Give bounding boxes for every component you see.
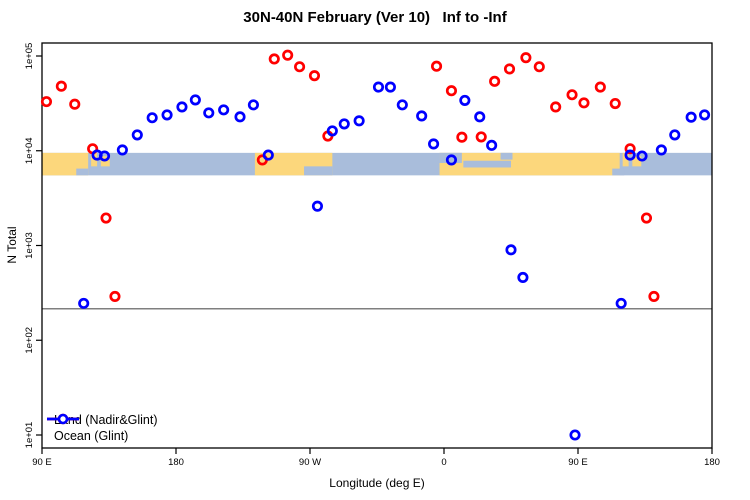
map-band-ocean-patch — [612, 168, 625, 176]
map-band-land — [439, 152, 620, 176]
map-band-ocean-patch — [500, 152, 513, 160]
ocean-data-point — [699, 109, 711, 121]
land-data-point — [503, 63, 516, 75]
ocean-data-point — [234, 111, 246, 123]
ocean-data-point — [636, 150, 648, 162]
x-tick-label: 180 — [704, 457, 720, 468]
land-data-point — [648, 290, 660, 302]
land-data-point — [609, 97, 621, 110]
land-data-point — [640, 212, 653, 224]
land-data-point — [282, 49, 294, 61]
ocean-data-point — [338, 118, 350, 130]
ocean-data-point — [384, 81, 396, 93]
land-data-point — [475, 131, 487, 143]
ocean-data-point — [459, 94, 471, 106]
land-data-point — [578, 97, 590, 109]
land-data-point — [456, 131, 468, 143]
ocean-data-point — [655, 144, 667, 156]
y-tick-label: 1e+04 — [24, 137, 35, 164]
land-data-point — [268, 53, 280, 65]
y-tick-label: 1e+05 — [24, 43, 35, 70]
ocean-data-point — [161, 109, 173, 121]
ocean-data-point — [396, 99, 408, 111]
ocean-data-point — [203, 107, 215, 119]
land-data-point — [533, 61, 545, 73]
ocean-data-point — [353, 115, 365, 127]
legend: Land (Nadir&Glint) Ocean (Glint) — [46, 412, 158, 444]
land-data-point — [40, 96, 53, 108]
legend-label-ocean: Ocean (Glint) — [54, 429, 129, 443]
land-data-point — [431, 60, 443, 72]
map-band-land — [622, 152, 629, 167]
ocean-data-point — [146, 112, 158, 124]
ocean-data-point — [326, 125, 338, 137]
ocean-data-point — [445, 154, 457, 166]
ocean-data-point — [428, 138, 440, 150]
x-tick-label: 90 W — [299, 457, 321, 468]
x-tick-label: 90 E — [568, 457, 588, 468]
legend-item-ocean: Ocean (Glint) — [46, 413, 158, 444]
ocean-data-point — [98, 150, 111, 162]
land-data-point — [55, 80, 67, 92]
y-tick-label: 1e+03 — [24, 232, 35, 259]
ocean-data-point — [517, 271, 529, 284]
ocean-data-point — [685, 111, 697, 123]
land-data-point — [445, 85, 457, 97]
land-data-point — [308, 70, 321, 82]
ocean-data-point — [569, 429, 581, 441]
ocean-data-point — [615, 297, 627, 309]
ocean-data-point — [116, 144, 128, 156]
ocean-data-point — [78, 297, 90, 309]
ocean-legend-marker-icon — [47, 413, 79, 425]
land-data-point — [566, 89, 578, 101]
ocean-data-point — [262, 149, 274, 161]
y-tick-label: 1e+02 — [24, 327, 35, 354]
legend-label-land: Land (Nadir&Glint) — [54, 413, 158, 427]
land-data-point — [520, 52, 532, 64]
x-tick-label: 0 — [441, 457, 446, 468]
ocean-data-point — [176, 101, 188, 113]
ocean-data-point — [505, 244, 517, 256]
x-axis-label: Longitude (deg E) — [329, 476, 425, 490]
ocean-data-point — [311, 200, 323, 212]
land-data-point — [594, 81, 606, 93]
map-band-ocean-patch — [76, 168, 89, 176]
ocean-data-point — [624, 149, 636, 161]
ocean-data-point — [669, 129, 681, 141]
land-data-point — [109, 290, 121, 302]
ocean-data-point — [372, 81, 385, 93]
ocean-data-point — [474, 111, 486, 123]
land-data-point — [294, 61, 306, 73]
map-band-land — [632, 156, 642, 167]
map-band-ocean-patch — [304, 166, 333, 176]
chart-title: 30N-40N February (Ver 10) Inf to -Inf — [243, 9, 507, 26]
map-band-ocean-patch — [463, 160, 511, 168]
ocean-data-point — [189, 94, 201, 106]
ocean-data-point — [131, 129, 143, 141]
map-band-ocean-patch — [439, 152, 462, 163]
x-tick-label: 180 — [168, 457, 184, 468]
land-data-point — [69, 98, 81, 110]
land-data-point — [489, 75, 501, 87]
ocean-data-point — [486, 139, 498, 151]
land-data-point — [624, 143, 636, 155]
ocean-data-point — [218, 104, 230, 116]
y-tick-label: 1e+01 — [24, 422, 35, 449]
land-data-point — [100, 212, 112, 224]
x-tick-label: 90 E — [32, 457, 52, 468]
land-data-point — [550, 101, 562, 113]
ocean-data-point — [247, 99, 259, 111]
ocean-data-point — [416, 110, 428, 122]
